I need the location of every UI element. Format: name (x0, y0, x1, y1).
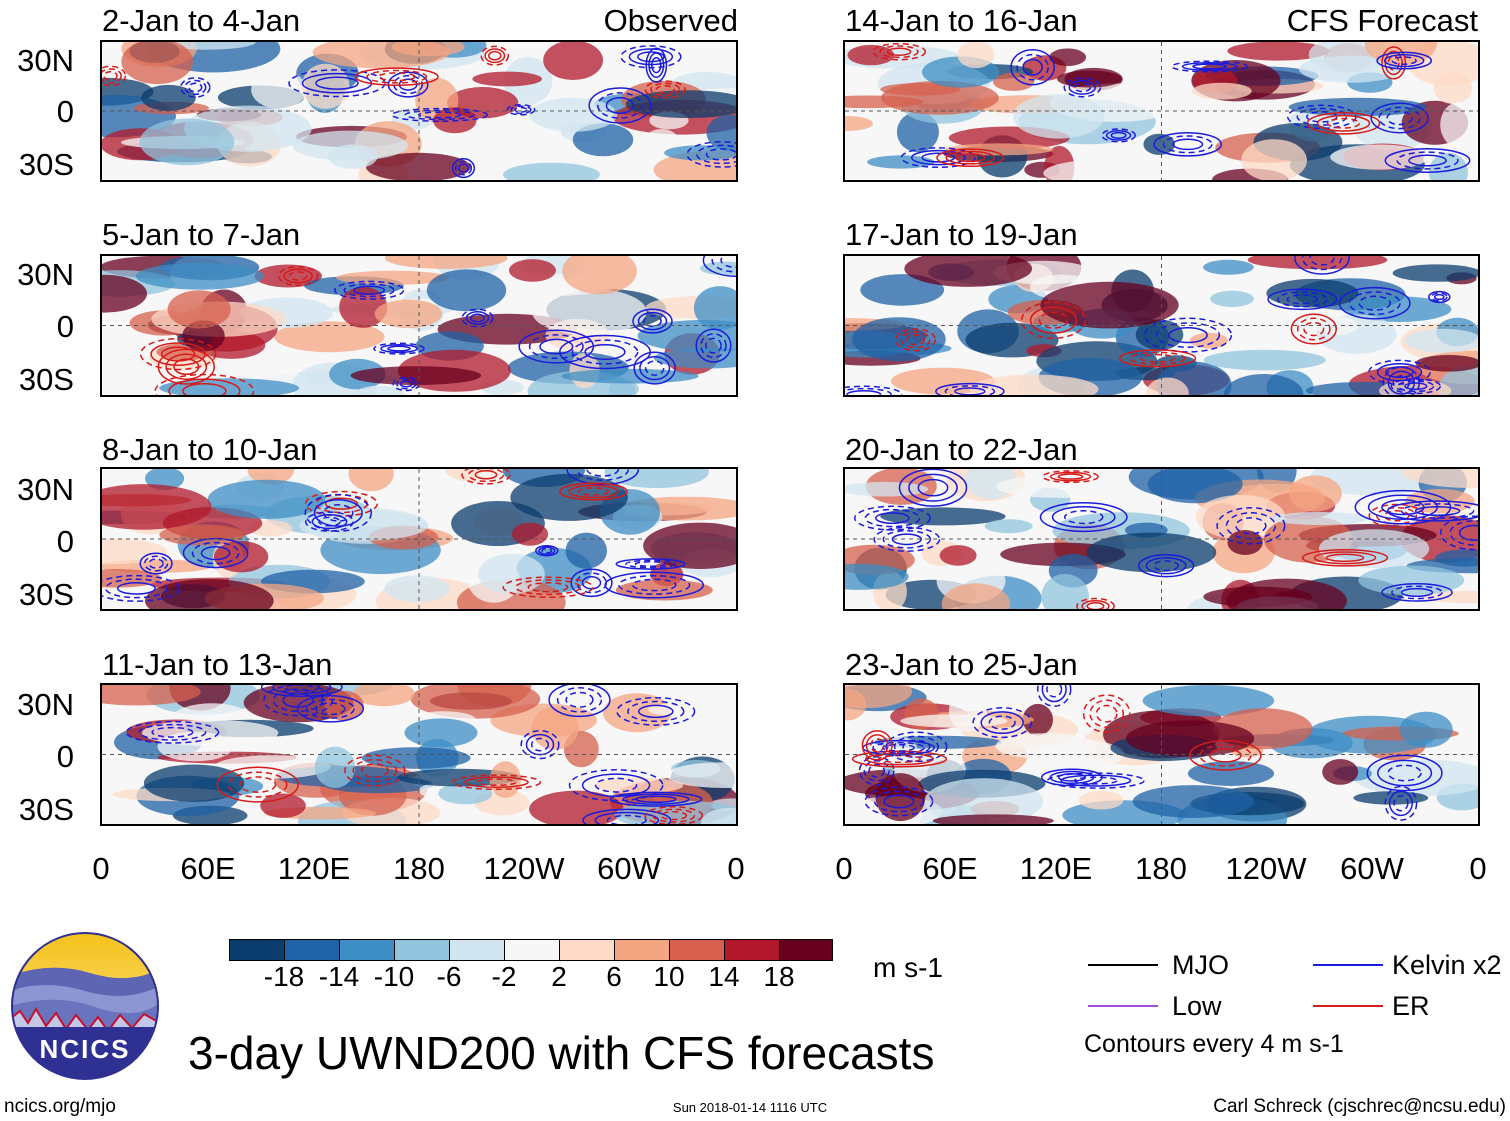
panel-title: 14-Jan to 16-Jan (845, 3, 1078, 38)
x-tick: 0 (727, 851, 745, 886)
y-tick-30n: 30N (17, 257, 74, 292)
logo-text: NCICS (39, 1034, 131, 1064)
map-field (102, 685, 736, 824)
colorbar-tick: -6 (436, 961, 462, 992)
contour-interval-note: Contours every 4 m s-1 (1084, 1030, 1344, 1058)
colorbar-tick: -10 (373, 961, 415, 992)
legend-line-mjo (1088, 964, 1158, 966)
colorbar-tick: 2 (551, 961, 567, 992)
map-panel-fcst-3 (843, 467, 1480, 611)
colorbar-units: m s-1 (873, 952, 943, 983)
map-panel-obs-4 (100, 683, 738, 826)
y-tick-0: 0 (56, 524, 74, 559)
y-tick-30s: 30S (18, 792, 74, 827)
y-tick-30s: 30S (18, 362, 74, 397)
y-tick-30s: 30S (18, 577, 74, 612)
footer-timestamp: Sun 2018-01-14 1116 UTC (672, 1100, 828, 1115)
colorbar-tick: -18 (263, 961, 305, 992)
legend-label-mjo: MJO (1172, 950, 1229, 980)
panel-title: 8-Jan to 10-Jan (102, 432, 318, 467)
legend-line-low (1088, 1005, 1158, 1007)
y-tick-30n: 30N (17, 472, 74, 507)
colorbar-cell (614, 939, 669, 961)
x-tick: 120W (1225, 851, 1307, 886)
map-panel-fcst-1 (843, 40, 1480, 182)
colorbar-frame (229, 939, 833, 961)
footer-url: ncics.org/mjo (4, 1096, 116, 1117)
x-tick: 120W (483, 851, 565, 886)
map-panel-obs-2 (100, 254, 738, 397)
colorbar-cell (339, 939, 394, 961)
footer-author: Carl Schreck (cjschrec@ncsu.edu) (1213, 1096, 1506, 1117)
panel-title: 20-Jan to 22-Jan (845, 432, 1078, 467)
legend-label-er: ER (1392, 991, 1430, 1021)
colorbar-tick: 14 (708, 961, 740, 992)
x-tick: 60W (1340, 851, 1404, 886)
panel-title: 2-Jan to 4-Jan (102, 3, 301, 38)
colorbar-tick: -14 (318, 961, 360, 992)
x-tick: 180 (393, 851, 445, 886)
x-tick: 0 (835, 851, 853, 886)
legend-line-kelvin (1313, 964, 1383, 966)
y-tick-0: 0 (56, 309, 74, 344)
colorbar-cell (559, 939, 614, 961)
colorbar-tick: -2 (491, 961, 517, 992)
colorbar-cell (394, 939, 449, 961)
colorbar-cell (284, 939, 339, 961)
map-panel-obs-3 (100, 467, 738, 611)
map-field (845, 42, 1478, 180)
colorbar-tick: 10 (653, 961, 685, 992)
colorbar-tick: 18 (763, 961, 795, 992)
y-tick-30n: 30N (17, 687, 74, 722)
x-tick: 120E (277, 851, 351, 886)
observed-label: Observed (603, 3, 738, 38)
x-tick: 0 (1469, 851, 1487, 886)
y-tick-0: 0 (56, 94, 74, 129)
map-field (845, 469, 1478, 609)
colorbar-cell (779, 939, 833, 961)
y-tick-0: 0 (56, 739, 74, 774)
colorbar-cell (449, 939, 504, 961)
panel-title: 23-Jan to 25-Jan (845, 647, 1078, 682)
colorbar-cell (724, 939, 779, 961)
x-tick: 60W (597, 851, 661, 886)
panel-title: 17-Jan to 19-Jan (845, 217, 1078, 252)
legend-label-kelvin: Kelvin x2 (1392, 950, 1502, 980)
x-tick: 60E (180, 851, 236, 886)
colorbar-cell (504, 939, 559, 961)
cfs-forecast-label: CFS Forecast (1286, 3, 1478, 38)
ncics-logo: NCICS (10, 931, 160, 1081)
x-tick: 180 (1135, 851, 1187, 886)
map-field (102, 469, 736, 609)
y-tick-30s: 30S (18, 147, 74, 182)
map-panel-fcst-4 (843, 683, 1480, 826)
legend-label-low: Low (1172, 991, 1222, 1021)
map-field (102, 42, 736, 180)
ncics-logo-icon (11, 932, 159, 1080)
main-title: 3-day UWND200 with CFS forecasts (188, 1027, 935, 1079)
map-field (102, 256, 736, 395)
map-field (845, 256, 1478, 395)
legend-line-er (1313, 1005, 1383, 1007)
x-tick: 0 (92, 851, 110, 886)
y-tick-30n: 30N (17, 43, 74, 78)
panel-title: 5-Jan to 7-Jan (102, 217, 301, 252)
colorbar-cell (669, 939, 724, 961)
x-tick: 120E (1019, 851, 1093, 886)
map-field (845, 685, 1478, 824)
map-panel-fcst-2 (843, 254, 1480, 397)
colorbar-tick: 6 (606, 961, 622, 992)
x-tick: 60E (922, 851, 978, 886)
map-panel-obs-1 (100, 40, 738, 182)
panel-title: 11-Jan to 13-Jan (102, 647, 333, 682)
